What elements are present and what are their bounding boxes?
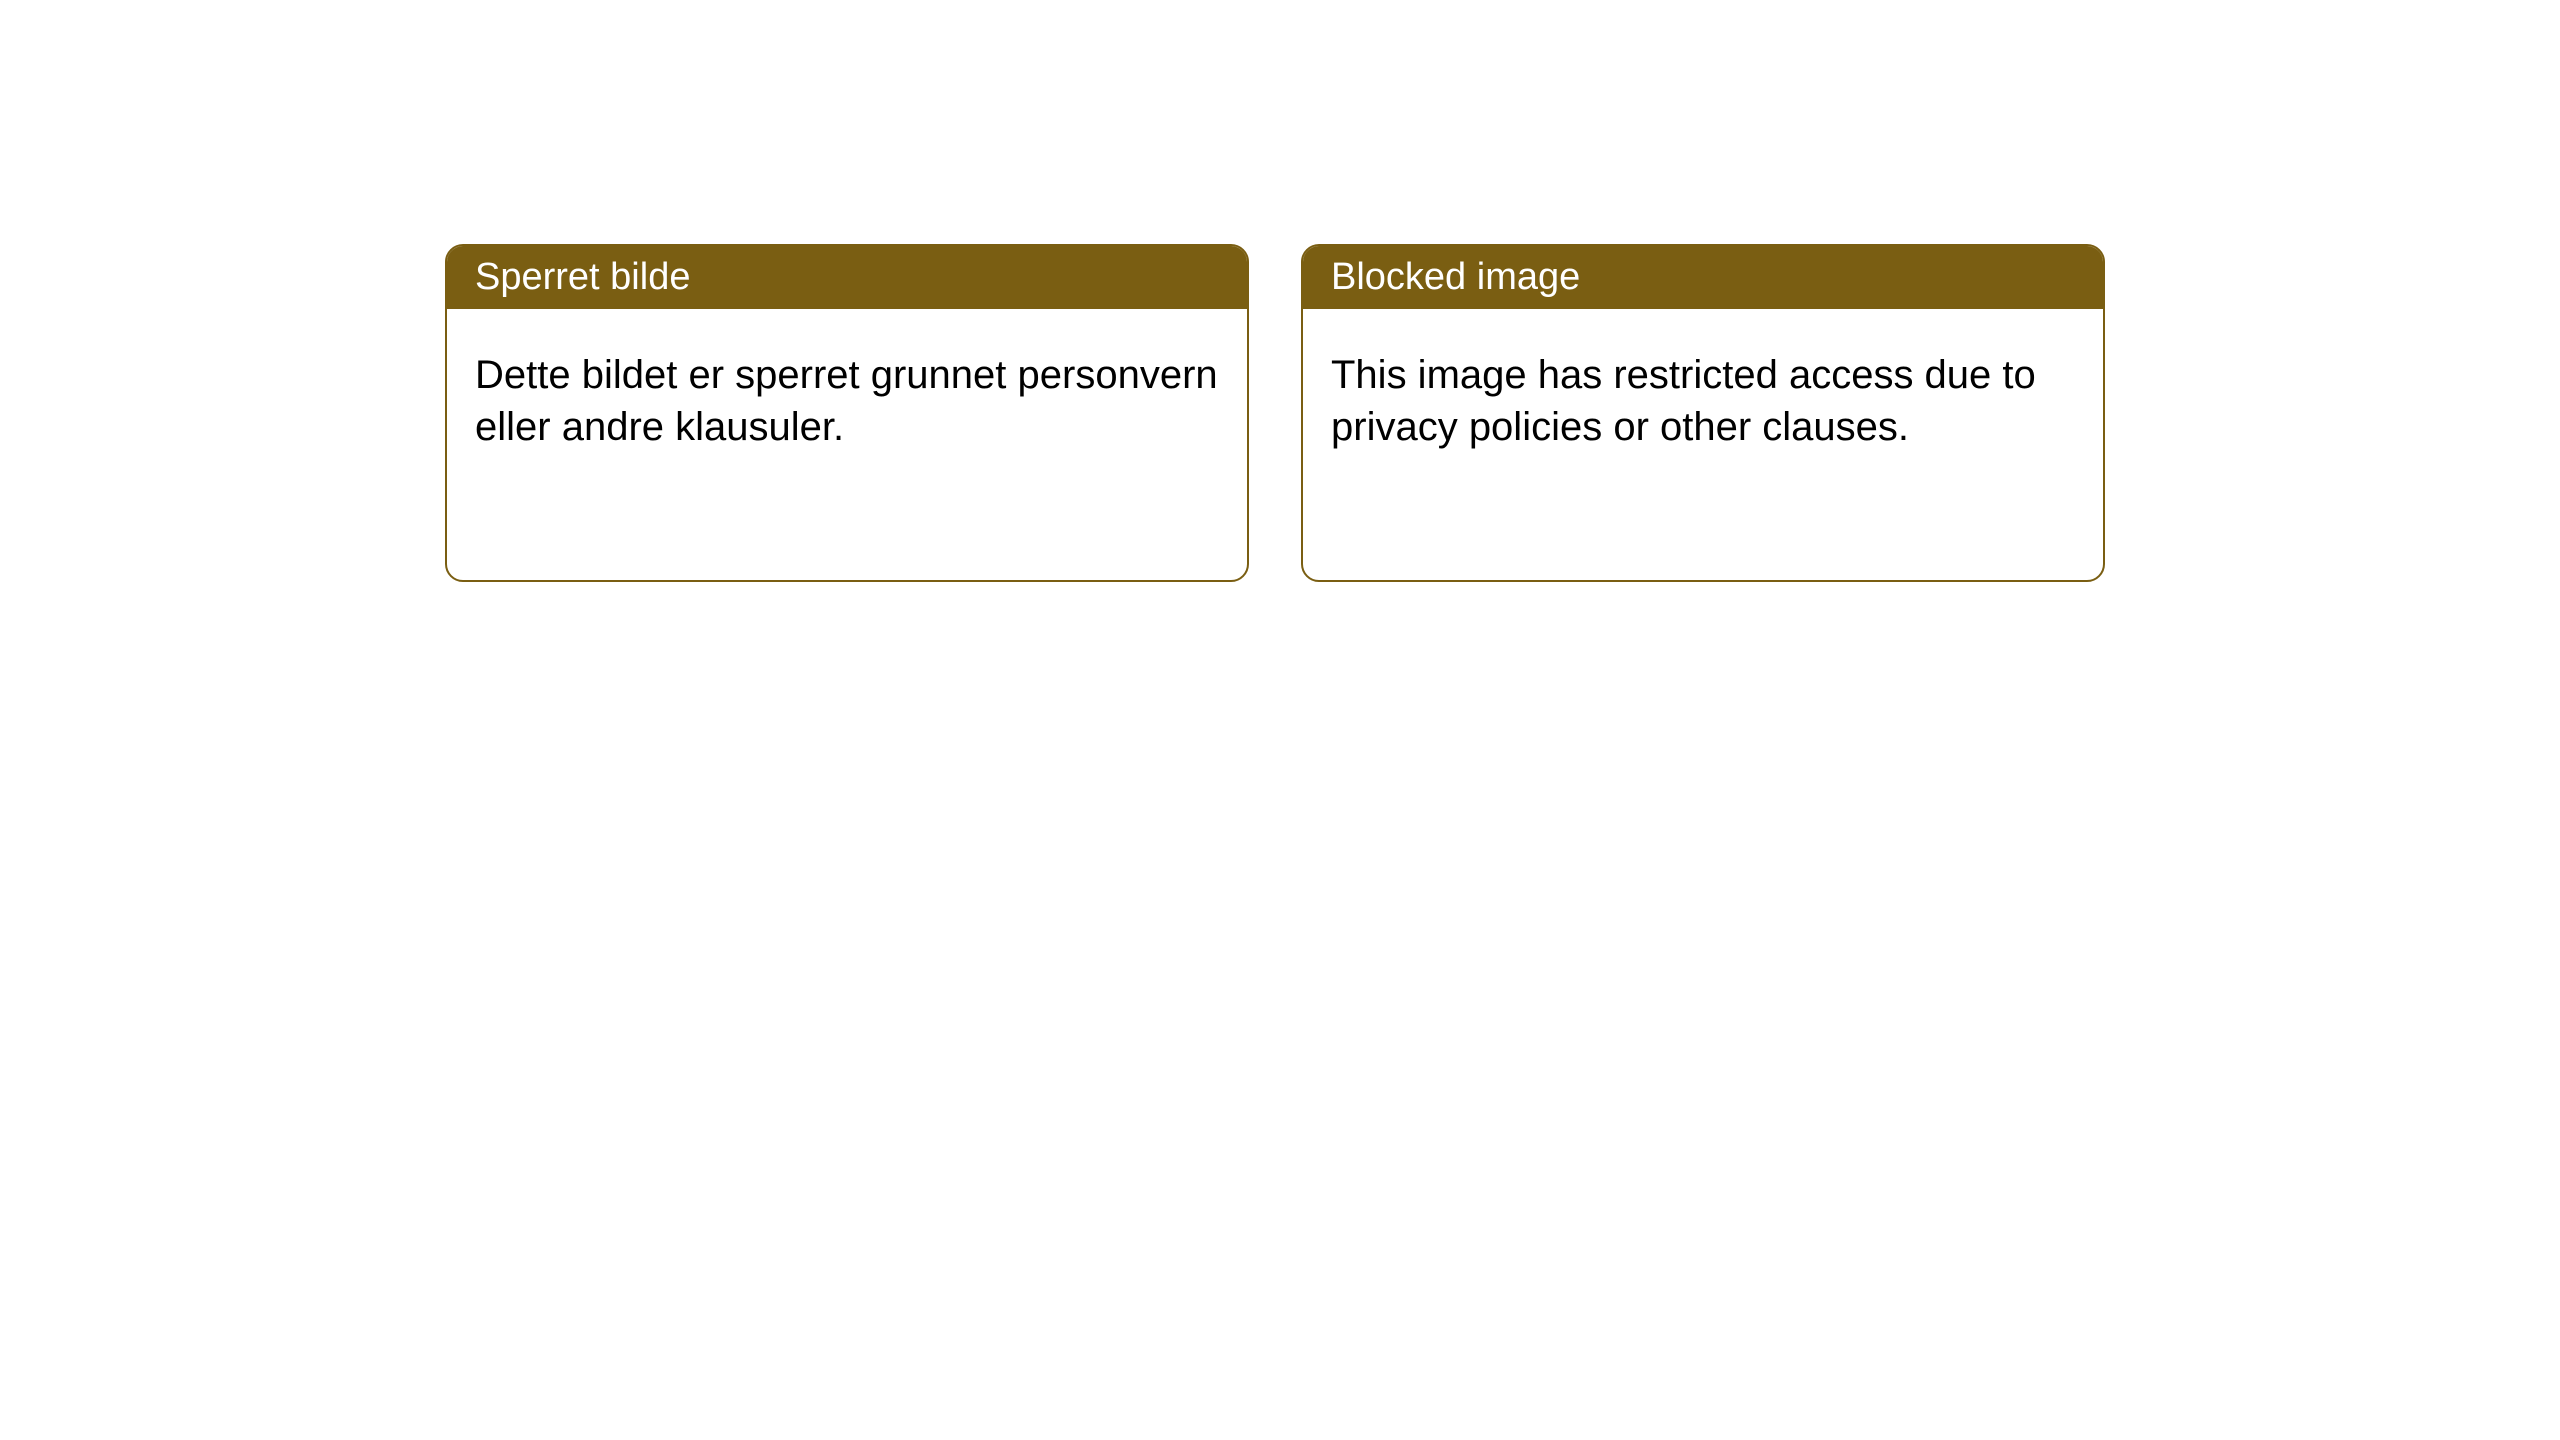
notice-card-norwegian: Sperret bilde Dette bildet er sperret gr… [445,244,1249,582]
card-header: Blocked image [1303,246,2103,309]
notice-card-english: Blocked image This image has restricted … [1301,244,2105,582]
card-message: This image has restricted access due to … [1331,353,2036,449]
card-title: Blocked image [1331,256,1580,298]
card-body: This image has restricted access due to … [1303,309,2103,493]
card-message: Dette bildet er sperret grunnet personve… [475,353,1218,449]
card-header: Sperret bilde [447,246,1247,309]
card-title: Sperret bilde [475,256,690,298]
card-body: Dette bildet er sperret grunnet personve… [447,309,1247,493]
notice-container: Sperret bilde Dette bildet er sperret gr… [0,0,2560,582]
